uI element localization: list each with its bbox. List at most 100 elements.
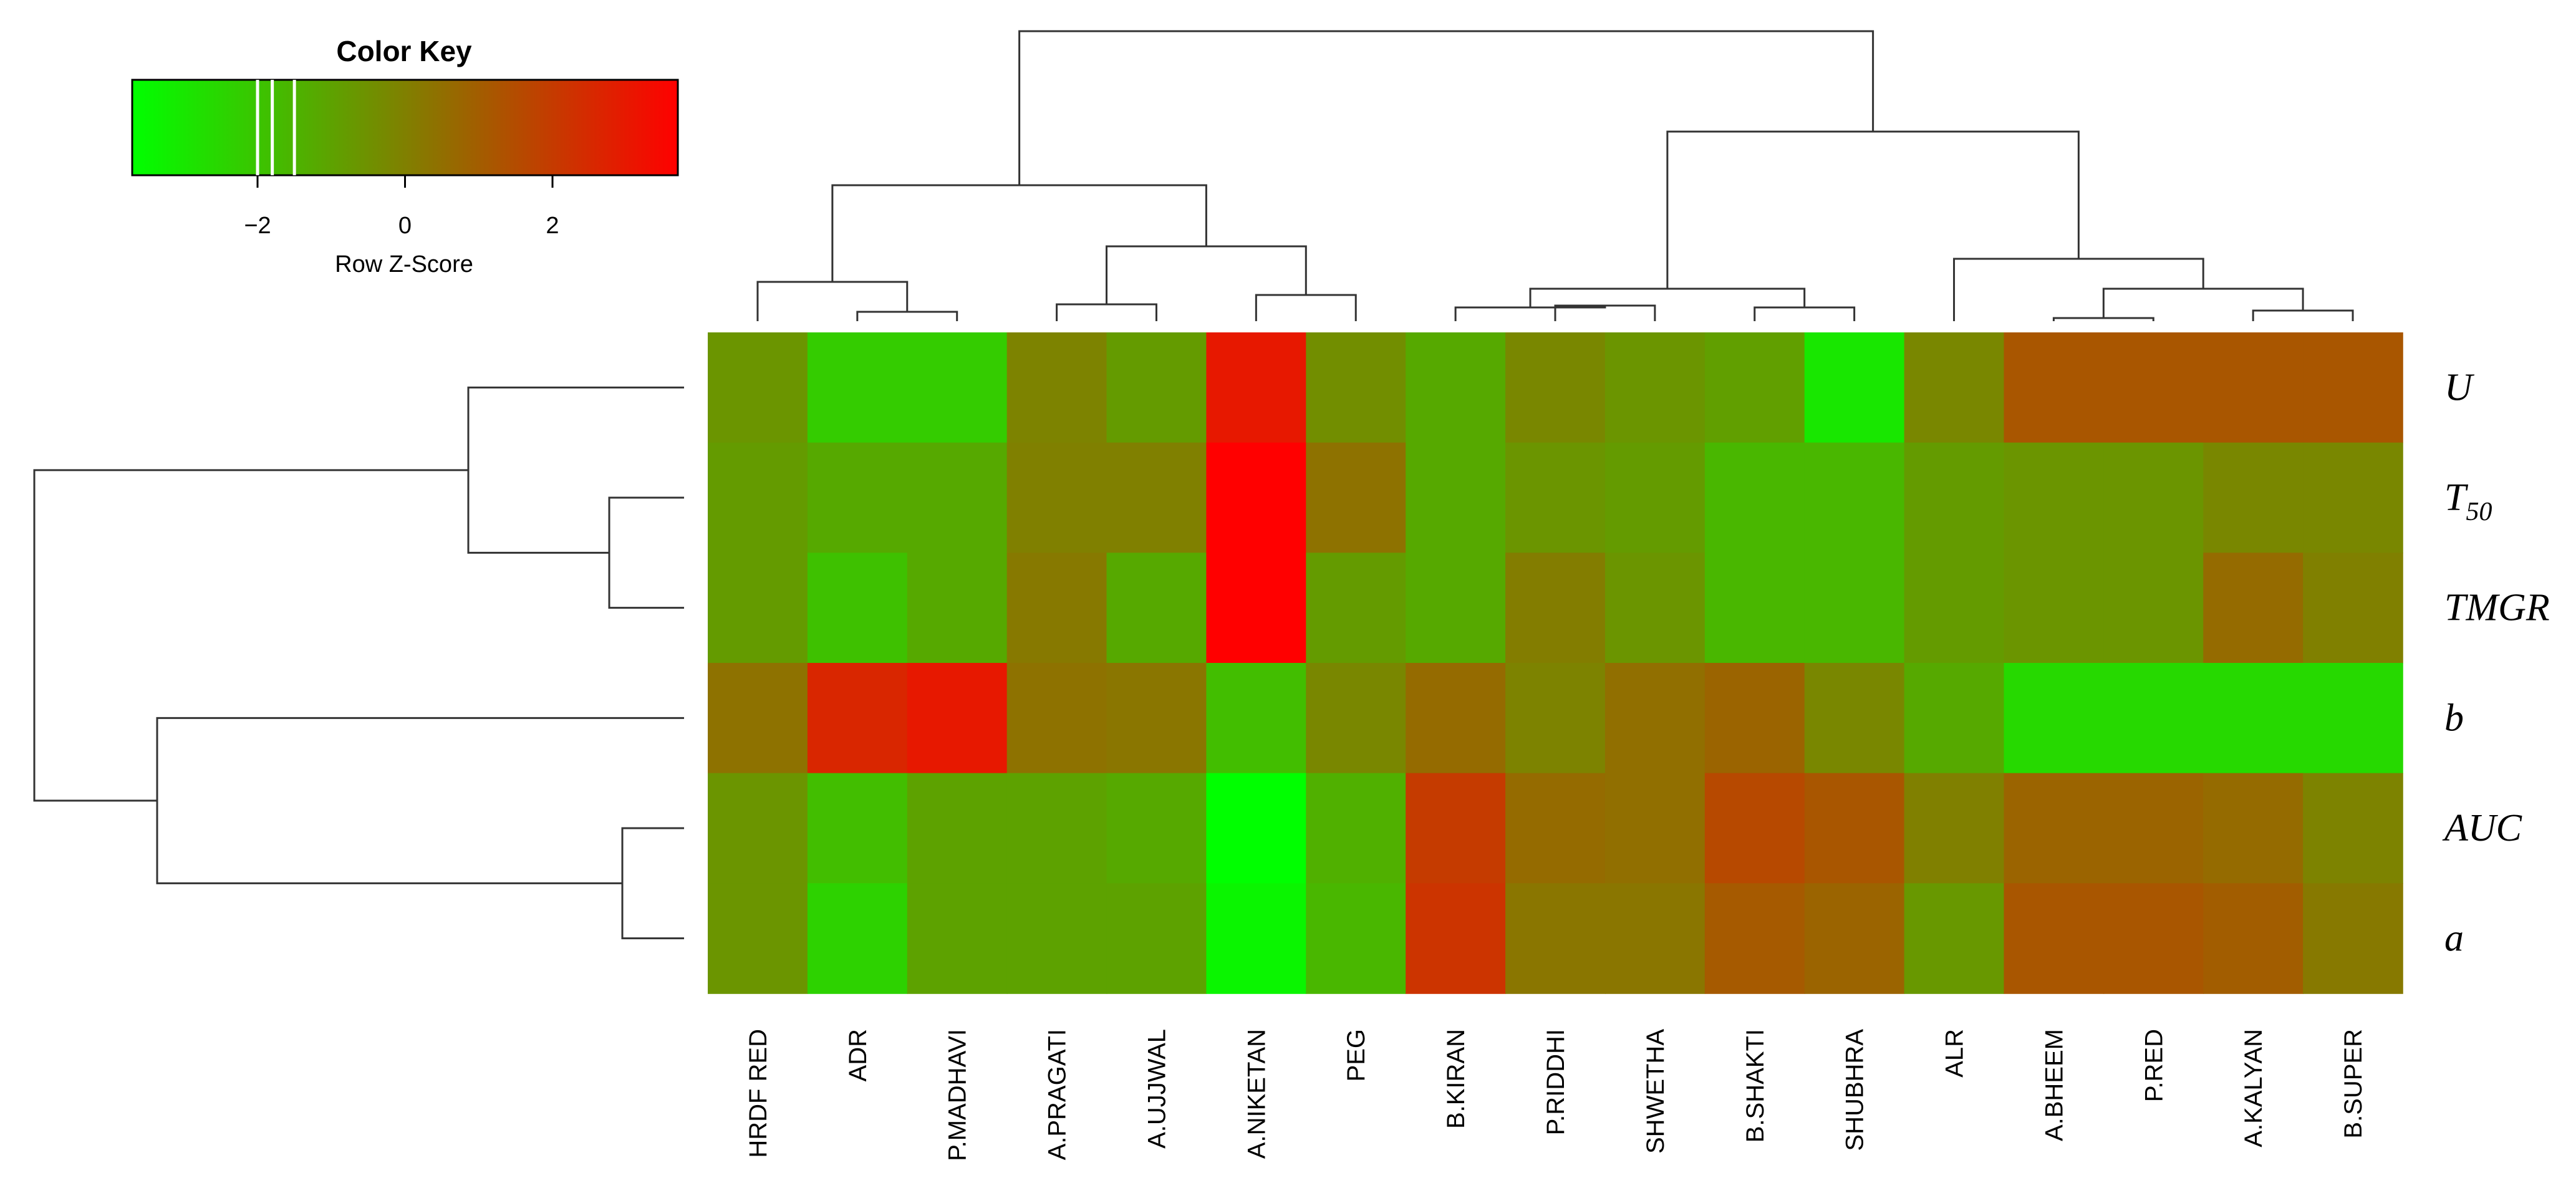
- heatmap-cell: [1704, 553, 1805, 664]
- heatmap-cell: [708, 332, 808, 443]
- dendrogram-branch: [33, 469, 468, 802]
- color-key-title: Color Key: [336, 35, 472, 67]
- heatmap-cell: [807, 883, 908, 994]
- heatmap-cell: [708, 883, 808, 994]
- column-label: B.SUPER: [2340, 1029, 2367, 1139]
- column-label: A.NIKETAN: [1243, 1029, 1270, 1159]
- heatmap-cell: [1106, 773, 1207, 884]
- heatmap-cell: [1505, 332, 1606, 443]
- heatmap-cell: [2303, 553, 2403, 664]
- heatmap-cell: [1904, 663, 2005, 774]
- dendrogram-branch: [621, 827, 684, 940]
- heatmap-cell: [807, 553, 908, 664]
- row-label: b: [2444, 697, 2464, 739]
- heatmap-cell: [807, 332, 908, 443]
- heatmap-cell: [2303, 663, 2403, 774]
- heatmap-cell: [1306, 663, 1406, 774]
- heatmap-cell: [1505, 553, 1606, 664]
- heatmap-cell: [1106, 553, 1207, 664]
- heatmap-cell: [807, 442, 908, 554]
- color-key-tick-label: 0: [398, 213, 412, 239]
- heatmap-cell: [907, 883, 1008, 994]
- dendrogram-branch: [1056, 303, 1157, 321]
- column-label: PEG: [1343, 1029, 1370, 1081]
- dendrogram-branch: [756, 281, 909, 321]
- heatmap-cell: [1604, 332, 1705, 443]
- heatmap-cell: [1206, 883, 1307, 994]
- heatmap-cell: [1604, 442, 1705, 554]
- heatmap-cell: [1804, 773, 1905, 884]
- heatmap-cell: [708, 553, 808, 664]
- heatmap-cell: [1604, 663, 1705, 774]
- heatmap-cell: [1804, 883, 1905, 994]
- heatmap-cell: [2103, 553, 2204, 664]
- column-label: B.SHAKTI: [1742, 1029, 1769, 1142]
- heatmap-cell: [1804, 663, 1905, 774]
- heatmap-cell: [807, 663, 908, 774]
- heatmap-cell: [1206, 773, 1307, 884]
- heatmap-cell: [1804, 442, 1905, 554]
- color-key: Color Key −2 0 2 Row Z-Score: [131, 35, 679, 278]
- row-dendrogram: [33, 386, 684, 940]
- heatmap-cell: [1006, 773, 1107, 884]
- heatmap-cell: [2103, 773, 2204, 884]
- heatmap-cell: [1406, 332, 1506, 443]
- heatmap-cell: [1904, 773, 2005, 884]
- column-labels: HRDF RED ADR P.MADHAVI A.PRAGATI A.UJJWAL A.N…: [745, 1029, 2367, 1161]
- heatmap-cell: [1106, 663, 1207, 774]
- heatmap-cell: [1206, 332, 1307, 443]
- heatmap-cell: [2004, 332, 2105, 443]
- heatmap-cell: [1704, 663, 1805, 774]
- heatmap-cell: [1804, 553, 1905, 664]
- column-label: B.KIRAN: [1442, 1029, 1470, 1129]
- heatmap-cell: [1206, 663, 1307, 774]
- dendrogram-branch: [2102, 287, 2304, 318]
- heatmap-cells: [708, 332, 2403, 994]
- dendrogram-branch: [1255, 294, 1357, 321]
- heatmap-cell: [1006, 553, 1107, 664]
- heatmap-cell: [1904, 883, 2005, 994]
- heatmap-cell: [2203, 332, 2303, 443]
- heatmap-cell: [1306, 883, 1406, 994]
- column-label: P.RED: [2140, 1029, 2168, 1102]
- heatmap-cell: [807, 773, 908, 884]
- heatmap-cell: [2103, 663, 2204, 774]
- column-label: P.RIDDHI: [1542, 1029, 1570, 1135]
- heatmap-cell: [1505, 883, 1606, 994]
- dendrogram-branch: [608, 496, 684, 609]
- heatmap-cell: [1006, 442, 1107, 554]
- row-label: U: [2444, 366, 2475, 408]
- heatmap-cell: [2303, 773, 2403, 884]
- column-label: P.MADHAVI: [944, 1029, 972, 1161]
- dendrogram-branch: [1953, 258, 2204, 321]
- heatmap-cell: [907, 332, 1008, 443]
- heatmap-cell: [1804, 332, 1905, 443]
- heatmap-cell: [1505, 663, 1606, 774]
- column-label: A.UJJWAL: [1144, 1029, 1171, 1149]
- heatmap-cell: [2303, 332, 2403, 443]
- heatmap-cell: [708, 773, 808, 884]
- heatmap-cell: [2004, 442, 2105, 554]
- heatmap-cell: [1106, 442, 1207, 554]
- heatmap-cell: [2004, 883, 2105, 994]
- heatmap-cell: [708, 442, 808, 554]
- heatmap-cell: [1406, 663, 1506, 774]
- heatmap-cell: [2103, 332, 2204, 443]
- color-key-tick-label: −2: [244, 213, 271, 239]
- heatmap-cell: [1704, 773, 1805, 884]
- dendrogram-branch: [2252, 309, 2354, 321]
- heatmap-cell: [1904, 332, 2005, 443]
- heatmap-cell: [1306, 553, 1406, 664]
- color-key-axis-label: Row Z-Score: [335, 251, 473, 278]
- dendrogram-branch: [1666, 130, 2080, 289]
- heatmap-cell: [907, 663, 1008, 774]
- heatmap-cell: [1505, 773, 1606, 884]
- heatmap-cell: [2103, 883, 2204, 994]
- heatmap-cell: [2004, 663, 2105, 774]
- heatmap-cell: [1704, 442, 1805, 554]
- column-label: ALR: [1941, 1029, 1969, 1078]
- heatmap-cell: [1106, 332, 1207, 443]
- heatmap-cell: [1604, 883, 1705, 994]
- column-label: HRDF RED: [745, 1029, 772, 1158]
